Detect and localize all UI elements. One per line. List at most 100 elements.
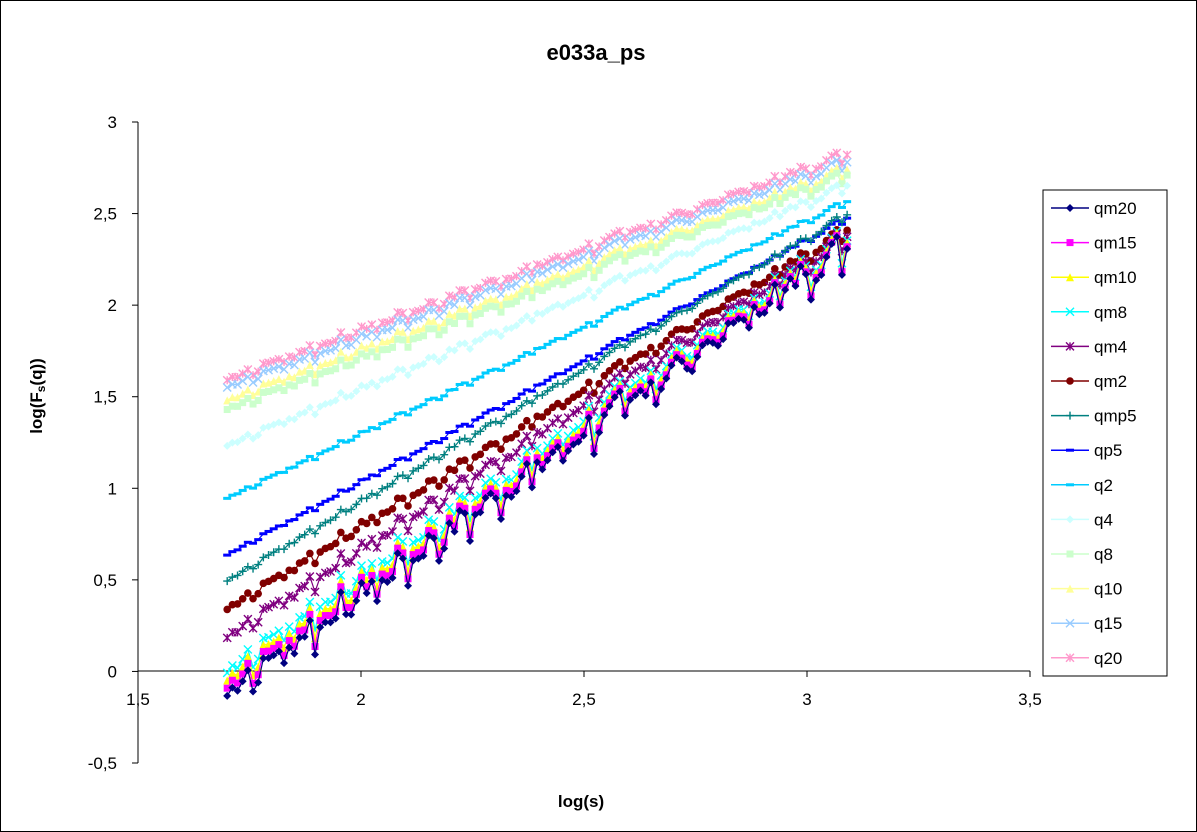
legend-item-q4: q4 [1051,510,1113,529]
data-point [398,471,407,480]
data-point [507,361,516,365]
data-point [533,458,542,467]
data-point [801,234,810,243]
data-point [279,600,289,610]
data-point [352,356,360,364]
data-point [827,184,836,193]
data-point [269,364,279,374]
data-point [249,594,257,603]
data-point [429,439,438,443]
data-point [697,207,707,217]
data-point [466,383,475,387]
data-point [223,496,232,500]
data-point [269,630,279,640]
data-point [388,479,397,488]
data-point [744,248,753,252]
data-point [765,237,774,241]
data-point [543,456,552,465]
data-point [331,494,340,498]
data-point [553,428,563,438]
data-point [347,391,356,400]
data-point [481,493,490,502]
data-point [1065,653,1075,663]
data-point [719,335,728,344]
series-q2 [223,200,852,500]
data-point [228,402,236,410]
data-point [233,571,242,580]
data-point [543,306,552,315]
data-point [244,589,252,597]
data-point [331,614,340,623]
data-point [316,452,325,456]
data-point [673,231,681,239]
data-point [227,661,237,671]
data-point [522,396,531,405]
data-point [259,553,268,562]
legend-item-q8: q8 [1051,545,1113,564]
data-point [548,339,557,343]
data-point [363,352,371,360]
data-point [435,455,444,464]
data-point [445,309,454,318]
legend-item-qm2: qm2 [1051,372,1127,391]
data-point [605,277,614,286]
data-point [357,561,367,571]
data-point [630,366,640,376]
data-point [249,400,257,408]
data-point [797,184,805,192]
data-point [750,303,759,312]
data-point [367,577,376,586]
data-point [595,428,604,437]
data-point [223,441,232,450]
x-tick-label: 3 [802,690,811,709]
data-point [290,518,299,522]
data-point [476,310,484,318]
data-point [388,463,397,467]
data-point [326,516,335,525]
data-point [274,524,283,528]
y-tick-label: -0,5 [88,754,117,773]
data-point [585,264,593,272]
data-point [662,317,671,326]
data-point [486,474,496,484]
legend-label: q15 [1094,614,1122,633]
data-point [357,538,367,548]
data-point [739,186,749,196]
data-point [837,218,846,227]
data-point [786,225,795,229]
x-tick-label: 2,5 [572,690,596,709]
data-point [646,355,656,365]
data-point [429,453,438,462]
data-point [346,557,356,567]
data-point [233,548,242,552]
data-point [512,448,521,458]
data-point [517,472,526,481]
legend-label: qm15 [1094,234,1137,253]
legend-label: qp5 [1094,441,1122,460]
data-point [537,268,547,278]
data-point [667,252,676,261]
data-point [740,209,748,217]
data-point [518,292,526,300]
data-point [352,596,361,605]
data-point [409,335,417,343]
data-point [765,299,774,308]
series-qm20 [223,232,852,700]
data-point [646,325,655,334]
data-point [223,396,232,405]
data-point [445,508,454,517]
data-point [492,303,500,311]
data-point [677,249,686,258]
data-point [239,399,247,407]
data-point [770,232,779,236]
data-point [233,438,242,447]
data-point [471,418,480,422]
series-q20 [222,148,852,385]
data-point [579,325,588,329]
y-tick-label: 1,5 [93,388,117,407]
data-point [368,348,376,356]
data-point [1065,307,1075,317]
data-point [409,466,418,475]
data-point [832,148,842,158]
data-point [579,431,588,440]
